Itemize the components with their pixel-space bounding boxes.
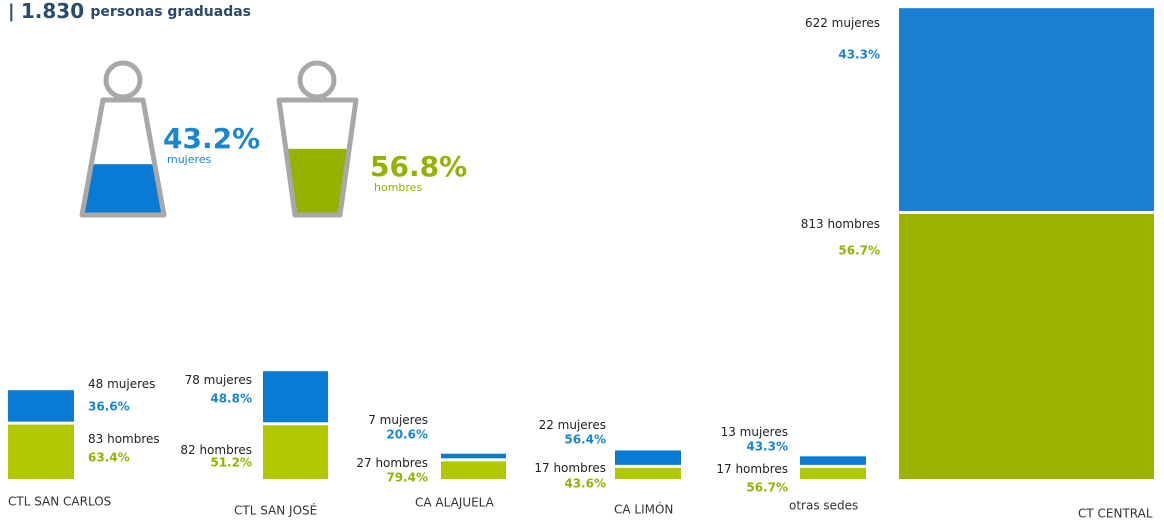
women-count: 7 mujeres <box>368 413 428 427</box>
header-total: 1.830 <box>21 0 84 23</box>
header: | 1.830 personas graduadas <box>8 0 251 23</box>
count: 7 <box>368 413 376 427</box>
campus-name: CT CENTRAL <box>1078 507 1153 521</box>
count: 813 <box>801 217 824 231</box>
women-count: 48 mujeres <box>88 377 155 391</box>
women-pct: 56.4% <box>564 433 606 447</box>
men-pct: 51.2% <box>210 456 252 470</box>
count: 13 <box>721 425 736 439</box>
word: hombres <box>199 443 252 457</box>
flask-outline <box>79 97 167 218</box>
women-bar <box>441 453 506 459</box>
word: hombres <box>375 456 428 470</box>
word: mujeres <box>740 425 788 439</box>
women-pct: 43.3% <box>838 48 880 62</box>
women-bar <box>8 390 74 422</box>
word: hombres <box>827 217 880 231</box>
word: mujeres <box>832 16 880 30</box>
count: 622 <box>805 16 828 30</box>
women-pct: 20.6% <box>386 428 428 442</box>
women-count: 22 mujeres <box>539 418 606 432</box>
word: hombres <box>107 432 160 446</box>
campus-name: CTL SAN CARLOS <box>8 495 111 509</box>
men-count: 83 hombres <box>88 432 160 446</box>
count: 48 <box>88 377 103 391</box>
count: 78 <box>185 373 200 387</box>
word: mujeres <box>204 373 252 387</box>
flask-outline <box>276 97 359 218</box>
header-text: personas graduadas <box>90 4 251 20</box>
bars: 48 mujeres 36.6% 83 hombres 63.4% CTL SAN CA… <box>8 8 1154 521</box>
flask-head <box>103 60 143 100</box>
men-count: 27 hombres <box>356 456 428 470</box>
women-count: 13 mujeres <box>721 425 788 439</box>
men-bar <box>8 424 74 479</box>
men-bar <box>615 467 681 479</box>
men-count: 17 hombres <box>534 461 606 475</box>
women-bar <box>800 456 866 465</box>
women-bar <box>615 450 681 465</box>
count: 27 <box>356 456 371 470</box>
count: 82 <box>180 443 195 457</box>
word: mujeres <box>558 418 606 432</box>
flask-head <box>297 60 337 100</box>
word: hombres <box>553 461 606 475</box>
women-count: 78 mujeres <box>185 373 252 387</box>
men-bar <box>263 425 328 479</box>
campus-name: CA ALAJUELA <box>415 496 495 510</box>
men-bar <box>899 213 1154 479</box>
count: 17 <box>716 462 731 476</box>
header-prefix: | <box>8 1 15 22</box>
men-count: 17 hombres <box>716 462 788 476</box>
men-pct: 63.4% <box>88 451 130 465</box>
men-bar <box>441 461 506 479</box>
men-pct: 56.7% <box>746 481 788 495</box>
overall-pct: 56.8% <box>370 150 467 183</box>
women-count: 622 mujeres <box>805 16 880 30</box>
campus-name: CA LIMÓN <box>614 502 673 517</box>
overall-pct: 43.2% <box>163 122 260 155</box>
women-pct: 36.6% <box>88 400 130 414</box>
men-pct: 79.4% <box>386 471 428 485</box>
overall-word: hombres <box>374 181 422 194</box>
count: 17 <box>534 461 549 475</box>
men-bar <box>800 467 866 479</box>
women-pct: 43.3% <box>746 440 788 454</box>
men-count: 82 hombres <box>180 443 252 457</box>
flask-fill <box>279 148 356 215</box>
men-pct: 43.6% <box>564 477 606 491</box>
campus-name: otras sedes <box>789 499 858 513</box>
count: 83 <box>88 432 103 446</box>
campus-name: CTL SAN JOSÉ <box>234 503 317 518</box>
word: hombres <box>735 462 788 476</box>
women-bar <box>263 371 328 423</box>
flask-fill <box>82 164 164 215</box>
overall-word: mujeres <box>167 153 212 166</box>
men-pct: 56.7% <box>838 244 880 258</box>
count: 22 <box>539 418 554 432</box>
women-bar <box>899 8 1154 211</box>
word: mujeres <box>380 413 428 427</box>
women-pct: 48.8% <box>210 392 252 406</box>
word: mujeres <box>107 377 155 391</box>
men-count: 813 hombres <box>801 217 880 231</box>
flasks: 43.2%mujeres 56.8%hombres <box>79 60 467 218</box>
